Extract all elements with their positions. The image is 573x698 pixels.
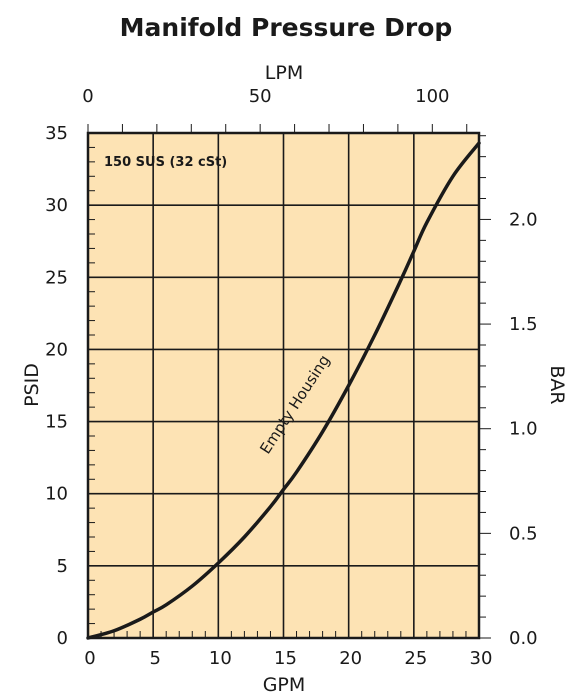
y-tick-label: 25 — [45, 267, 68, 288]
x-tick-label: 20 — [339, 648, 362, 669]
right-axis-title: BAR — [546, 365, 568, 404]
x-tick-label: 10 — [209, 648, 232, 669]
y-tick-label: 20 — [45, 339, 68, 360]
y-tick-label: 15 — [45, 412, 68, 433]
series-line-empty-housing — [86, 141, 481, 640]
x-tick-label: 15 — [274, 648, 297, 669]
x-tick-label: 30 — [470, 648, 493, 669]
top-axis-title: LPM — [265, 62, 303, 84]
x-tick-label: 25 — [404, 648, 427, 669]
chart-title: Manifold Pressure Drop — [120, 13, 453, 42]
top-tick-label: 100 — [415, 86, 449, 107]
right-tick-label: 1.0 — [509, 419, 538, 440]
y-tick-label: 35 — [45, 123, 68, 144]
right-tick-label: 0.0 — [509, 628, 538, 649]
y-tick-label: 10 — [45, 484, 68, 505]
viscosity-annotation: 150 SUS (32 cSt) — [104, 155, 227, 170]
y-tick-label: 5 — [57, 556, 68, 577]
y-tick-label: 30 — [45, 195, 68, 216]
y-tick-label: 0 — [57, 628, 68, 649]
right-tick-label: 0.5 — [509, 523, 538, 544]
x-tick-label: 5 — [149, 648, 160, 669]
right-tick-label: 2.0 — [509, 209, 538, 230]
plot-frame — [86, 131, 481, 640]
top-tick-label: 0 — [82, 86, 93, 107]
right-tick-label: 1.5 — [509, 314, 538, 335]
y-axis-title: PSID — [21, 363, 43, 407]
top-tick-label: 50 — [249, 86, 272, 107]
x-axis-title: GPM — [263, 674, 306, 696]
x-tick-label: 0 — [84, 648, 95, 669]
